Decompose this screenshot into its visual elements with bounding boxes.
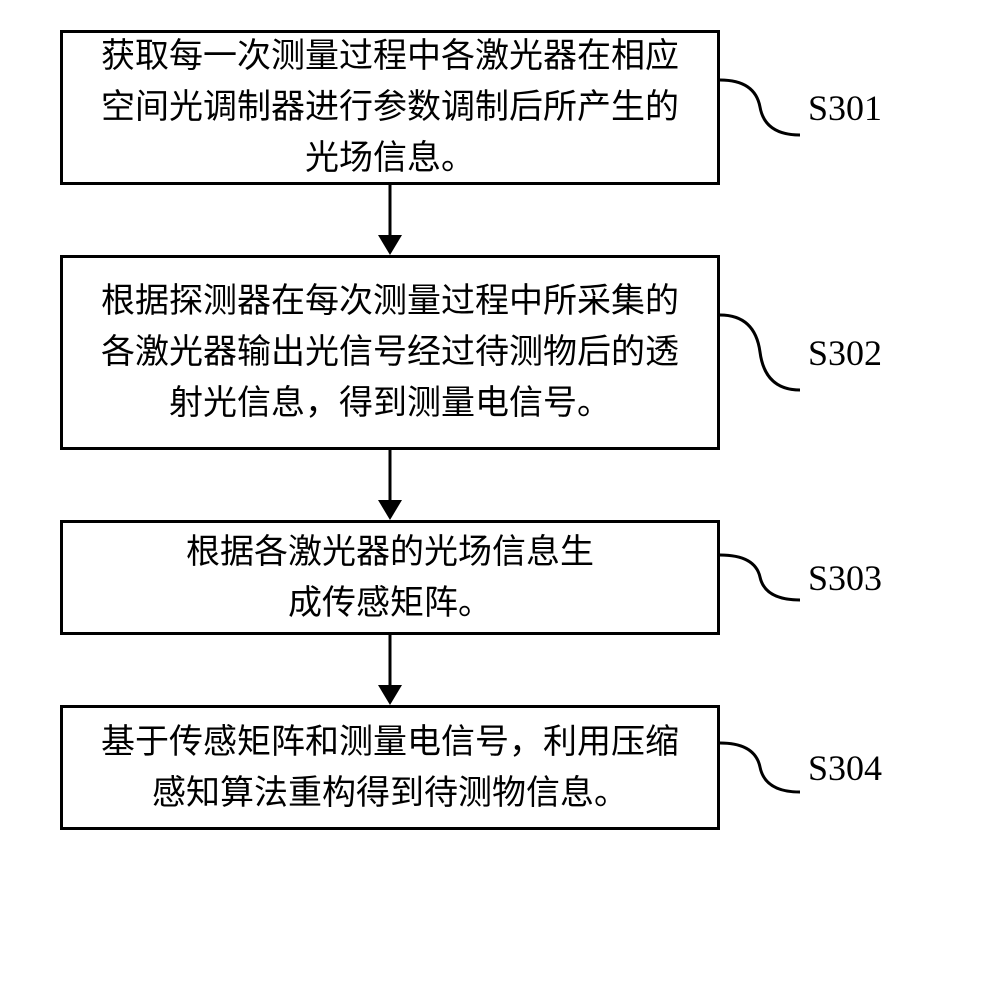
- step-text: 获取每一次测量过程中各激光器在相应空间光调制器进行参数调制后所产生的光场信息。: [87, 31, 693, 184]
- step-row-3: 根据各激光器的光场信息生成传感矩阵。 S303: [60, 520, 940, 635]
- connector-curve-2: [720, 255, 800, 450]
- step-box-4: 基于传感矩阵和测量电信号，利用压缩感知算法重构得到待测物信息。: [60, 705, 720, 830]
- arrow-line: [389, 185, 392, 240]
- step-row-2: 根据探测器在每次测量过程中所采集的各激光器输出光信号经过待测物后的透射光信息，得…: [60, 255, 940, 450]
- connector-curve-4: [720, 705, 800, 830]
- step-box-2: 根据探测器在每次测量过程中所采集的各激光器输出光信号经过待测物后的透射光信息，得…: [60, 255, 720, 450]
- step-label-2: S302: [808, 332, 882, 374]
- arrow-head: [378, 500, 402, 520]
- step-label-1: S301: [808, 87, 882, 129]
- connector-curve-1: [720, 30, 800, 185]
- arrow-head: [378, 685, 402, 705]
- step-text: 根据探测器在每次测量过程中所采集的各激光器输出光信号经过待测物后的透射光信息，得…: [87, 276, 693, 429]
- arrow-line: [389, 635, 392, 690]
- arrow-1: [60, 185, 720, 255]
- step-label-4: S304: [808, 747, 882, 789]
- arrow-line: [389, 450, 392, 505]
- step-box-1: 获取每一次测量过程中各激光器在相应空间光调制器进行参数调制后所产生的光场信息。: [60, 30, 720, 185]
- step-box-3: 根据各激光器的光场信息生成传感矩阵。: [60, 520, 720, 635]
- arrow-3: [60, 635, 720, 705]
- step-row-1: 获取每一次测量过程中各激光器在相应空间光调制器进行参数调制后所产生的光场信息。 …: [60, 30, 940, 185]
- step-row-4: 基于传感矩阵和测量电信号，利用压缩感知算法重构得到待测物信息。 S304: [60, 705, 940, 830]
- arrow-2: [60, 450, 720, 520]
- step-label-3: S303: [808, 557, 882, 599]
- connector-curve-3: [720, 520, 800, 635]
- flowchart-container: 获取每一次测量过程中各激光器在相应空间光调制器进行参数调制后所产生的光场信息。 …: [60, 30, 940, 830]
- arrow-head: [378, 235, 402, 255]
- step-text: 基于传感矩阵和测量电信号，利用压缩感知算法重构得到待测物信息。: [87, 717, 693, 819]
- step-text: 根据各激光器的光场信息生成传感矩阵。: [180, 527, 600, 629]
